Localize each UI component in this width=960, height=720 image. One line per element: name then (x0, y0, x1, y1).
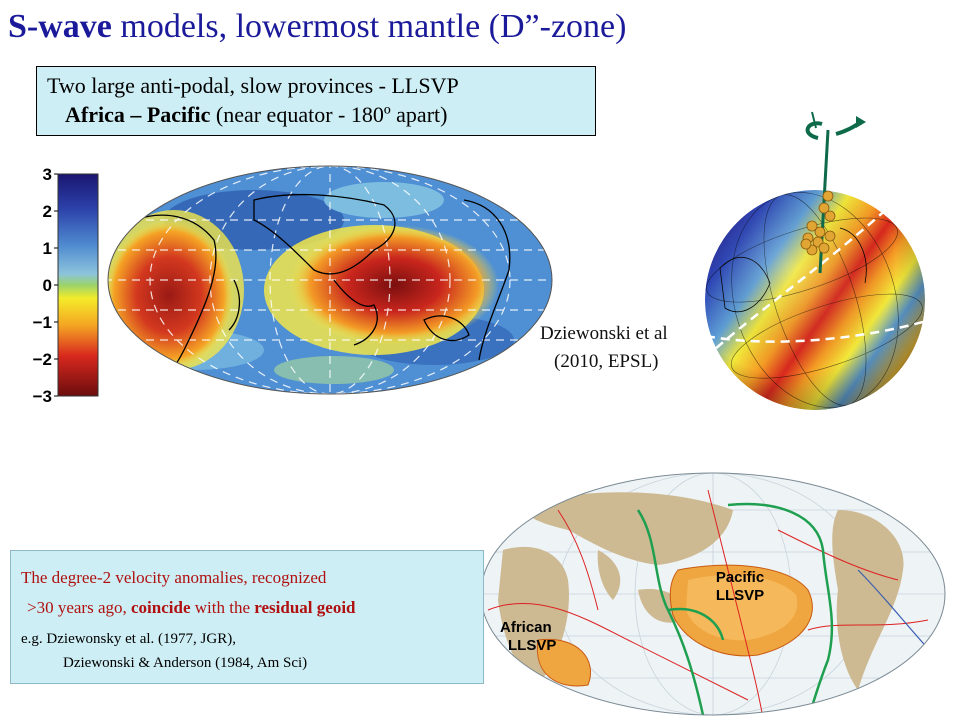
citation-line-2: (2010, EPSL) (554, 351, 659, 372)
shear-velocity-map (107, 165, 553, 395)
colorbar-tick-label: 1 (43, 239, 52, 258)
geoid-note-box: The degree-2 velocity anomalies, recogni… (10, 550, 484, 684)
colorbar-tick-label: 0 (43, 276, 52, 295)
note-line-2: >30 years ago, coincide with the residua… (21, 593, 483, 623)
velocity-colorbar: 3 2 1 0 −1 −2 −3 (33, 165, 99, 405)
title-rest: models, lowermost mantle (D”-zone) (111, 8, 627, 45)
geoid-contour-east (727, 502, 834, 715)
citation: Dziewonski et al (2010, EPSL) (540, 320, 668, 376)
reference-2: Dziewonski & Anderson (1984, Am Sci) (63, 655, 308, 671)
colorbar-tick-label: 2 (43, 202, 52, 221)
globe-figure (704, 111, 931, 410)
equator-line (705, 318, 931, 343)
note-line-2-c: with the (190, 598, 255, 617)
african-llsvp-label-1: African (500, 619, 552, 636)
llsvp-plate-map: Pacific LLSVP African LLSVP (480, 472, 946, 716)
note-line-2-a: >30 years ago, (27, 598, 132, 617)
summary-line-2: Africa – Pacific (near equator - 180º ap… (47, 100, 595, 129)
african-llsvp-label-2: LLSVP (508, 637, 556, 654)
page-title: S-wave models, lowermost mantle (D”-zone… (8, 8, 626, 46)
note-line-1: The degree-2 velocity anomalies, recogni… (21, 568, 327, 587)
note-coincide: coincide (131, 598, 191, 617)
rotation-arrow-icon (805, 121, 823, 140)
pacific-llsvp-label-1: Pacific (716, 569, 764, 586)
summary-line-1: Two large anti-podal, slow provinces - L… (47, 73, 459, 98)
summary-line-2-bold: Africa – Pacific (65, 102, 211, 127)
colorbar-scale (57, 173, 99, 397)
reference-list: e.g. Dziewonsky et al. (1977, JGR), Dzie… (21, 627, 483, 675)
pacific-llsvp-label-2: LLSVP (716, 587, 764, 604)
reference-1: e.g. Dziewonsky et al. (1977, JGR), (21, 631, 236, 647)
citation-line-1: Dziewonski et al (540, 323, 668, 344)
colorbar-tick-label: −2 (33, 350, 52, 369)
colorbar-tick-label: −1 (33, 313, 52, 332)
pole-path-dots (800, 190, 836, 256)
colorbar-tick-label: 3 (43, 165, 52, 184)
colorbar-tick-label: −3 (33, 387, 52, 405)
llsvp-summary-box: Two large anti-podal, slow provinces - L… (36, 66, 596, 136)
summary-line-2-rest: (near equator - 180º apart) (210, 102, 448, 127)
title-bold: S-wave (8, 8, 112, 45)
note-residual-geoid: residual geoid (254, 598, 356, 617)
